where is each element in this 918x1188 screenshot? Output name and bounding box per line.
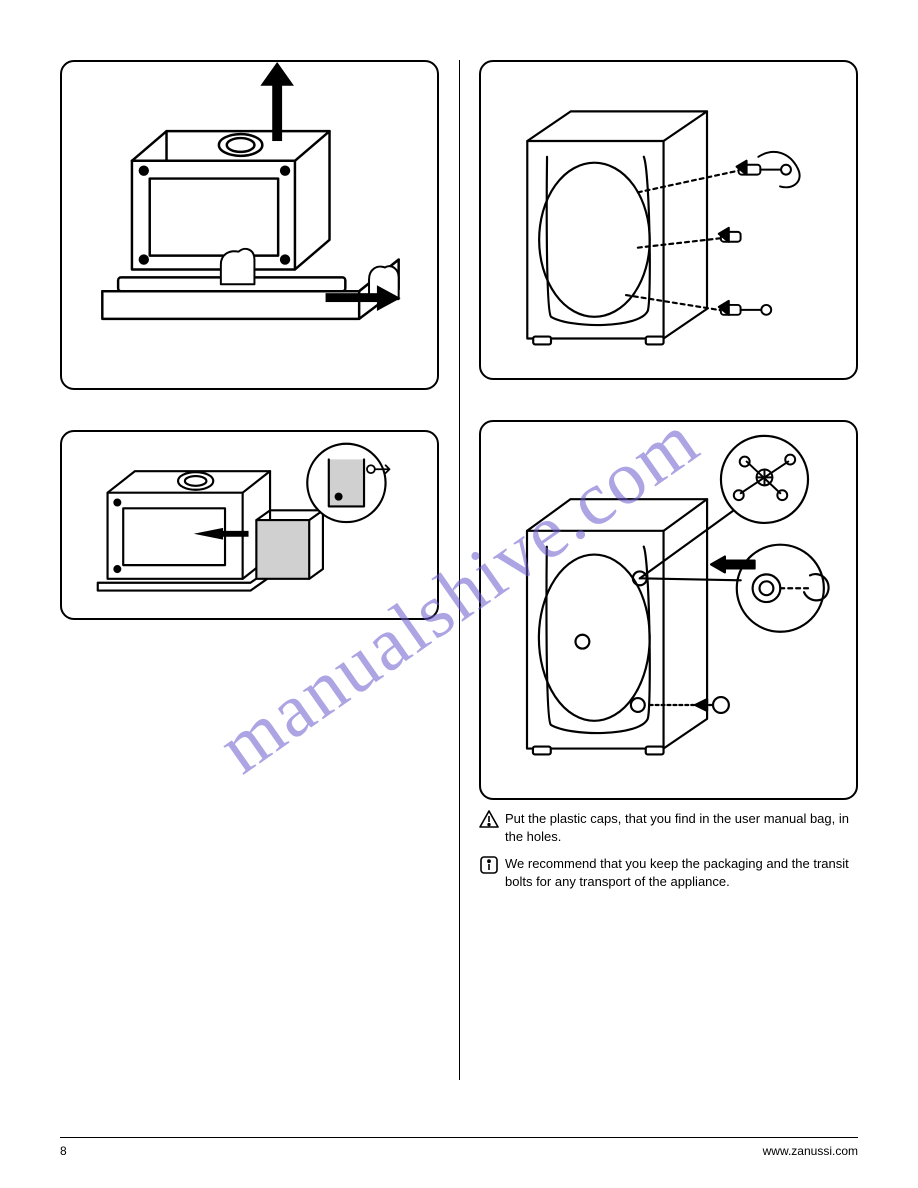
warning-note: Put the plastic caps, that you find in t… (479, 810, 858, 845)
info-note: We recommend that you keep the packaging… (479, 855, 858, 890)
right-column: Put the plastic caps, that you find in t… (459, 60, 858, 1080)
spacer (60, 390, 439, 430)
two-column-layout: Put the plastic caps, that you find in t… (60, 60, 858, 1080)
info-icon (479, 855, 499, 880)
figure-1-svg (62, 62, 437, 388)
page-number: 8 (60, 1144, 67, 1158)
page-footer: 8 www.zanussi.com (60, 1137, 858, 1158)
left-column (60, 60, 459, 1080)
info-text: We recommend that you keep the packaging… (505, 855, 858, 890)
figure-9-frame (479, 420, 858, 800)
warning-text: Put the plastic caps, that you find in t… (505, 810, 858, 845)
figure-6-svg (481, 62, 856, 378)
step-9-block (479, 420, 858, 800)
manual-page: Put the plastic caps, that you find in t… (0, 0, 918, 1188)
figure-6-frame (479, 60, 858, 380)
warning-icon (479, 810, 499, 833)
spacer (479, 380, 858, 420)
figure-1-frame (60, 60, 439, 390)
figure-9-svg (481, 422, 856, 798)
footer-url: www.zanussi.com (763, 1144, 858, 1158)
figure-2-svg (62, 432, 437, 618)
step-2-block (60, 430, 439, 620)
step-6-block (479, 60, 858, 380)
figure-2-frame (60, 430, 439, 620)
step-1-block (60, 60, 439, 390)
